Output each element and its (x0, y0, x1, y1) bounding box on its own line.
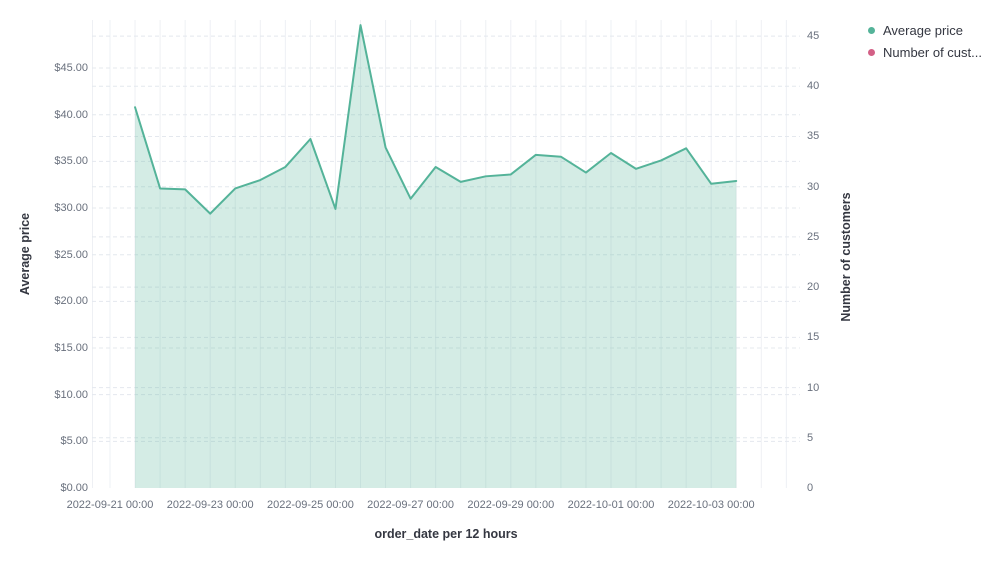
x-tick-label: 2022-09-23 00:00 (166, 499, 254, 511)
plot-area[interactable] (92, 20, 800, 488)
y-right-tick-label: 25 (807, 230, 820, 243)
y-right-tick-label: 15 (807, 331, 820, 344)
legend-swatch-icon (868, 49, 875, 56)
x-axis-title: order_date per 12 hours (374, 527, 518, 541)
x-tick-label: 2022-10-01 00:00 (567, 499, 655, 511)
legend: Average price Number of cust... (868, 23, 982, 67)
y-left-tick-label: $0.00 (60, 482, 88, 494)
average-price-area-fill (135, 25, 737, 488)
y-right-tick-label: 10 (807, 381, 820, 394)
y-left-tick-label: $35.00 (54, 155, 88, 168)
legend-item-number-of-cust[interactable]: Number of cust... (868, 45, 982, 60)
y-left-tick-label: $45.00 (54, 62, 88, 75)
average-price-line (134, 24, 738, 215)
x-tick-label: 2022-09-25 00:00 (266, 499, 354, 511)
x-tick-label: 2022-09-27 00:00 (367, 499, 455, 511)
y-right-tick-label: 20 (807, 281, 820, 294)
y-left-tick-label: $10.00 (54, 388, 88, 401)
y-right-tick-label: 5 (807, 431, 814, 444)
legend-swatch-icon (868, 27, 875, 34)
y-right-tick-label: 30 (807, 180, 820, 193)
y-left-tick-label: $40.00 (54, 108, 88, 121)
y-right-tick-label: 35 (807, 130, 820, 143)
y-right-tick-label: 0 (807, 482, 814, 494)
legend-item-label: Number of cust... (883, 45, 982, 60)
legend-item-average-price[interactable]: Average price (868, 23, 982, 38)
y-right-tick-label: 45 (807, 30, 820, 43)
x-tick-label: 2022-09-21 00:00 (66, 499, 154, 511)
x-tick-label: 2022-10-03 00:00 (667, 499, 755, 511)
y-left-tick-label: $25.00 (54, 248, 88, 261)
y-left-tick-label: $5.00 (60, 435, 88, 448)
y-left-tick-label: $20.00 (54, 295, 88, 308)
right-axis-title: Number of customers (839, 192, 853, 322)
x-tick-label: 2022-09-29 00:00 (467, 499, 555, 511)
y-left-tick-label: $30.00 (54, 202, 88, 215)
y-left-tick-label: $15.00 (54, 342, 88, 355)
y-right-tick-label: 40 (807, 80, 820, 93)
legend-item-label: Average price (883, 23, 963, 38)
